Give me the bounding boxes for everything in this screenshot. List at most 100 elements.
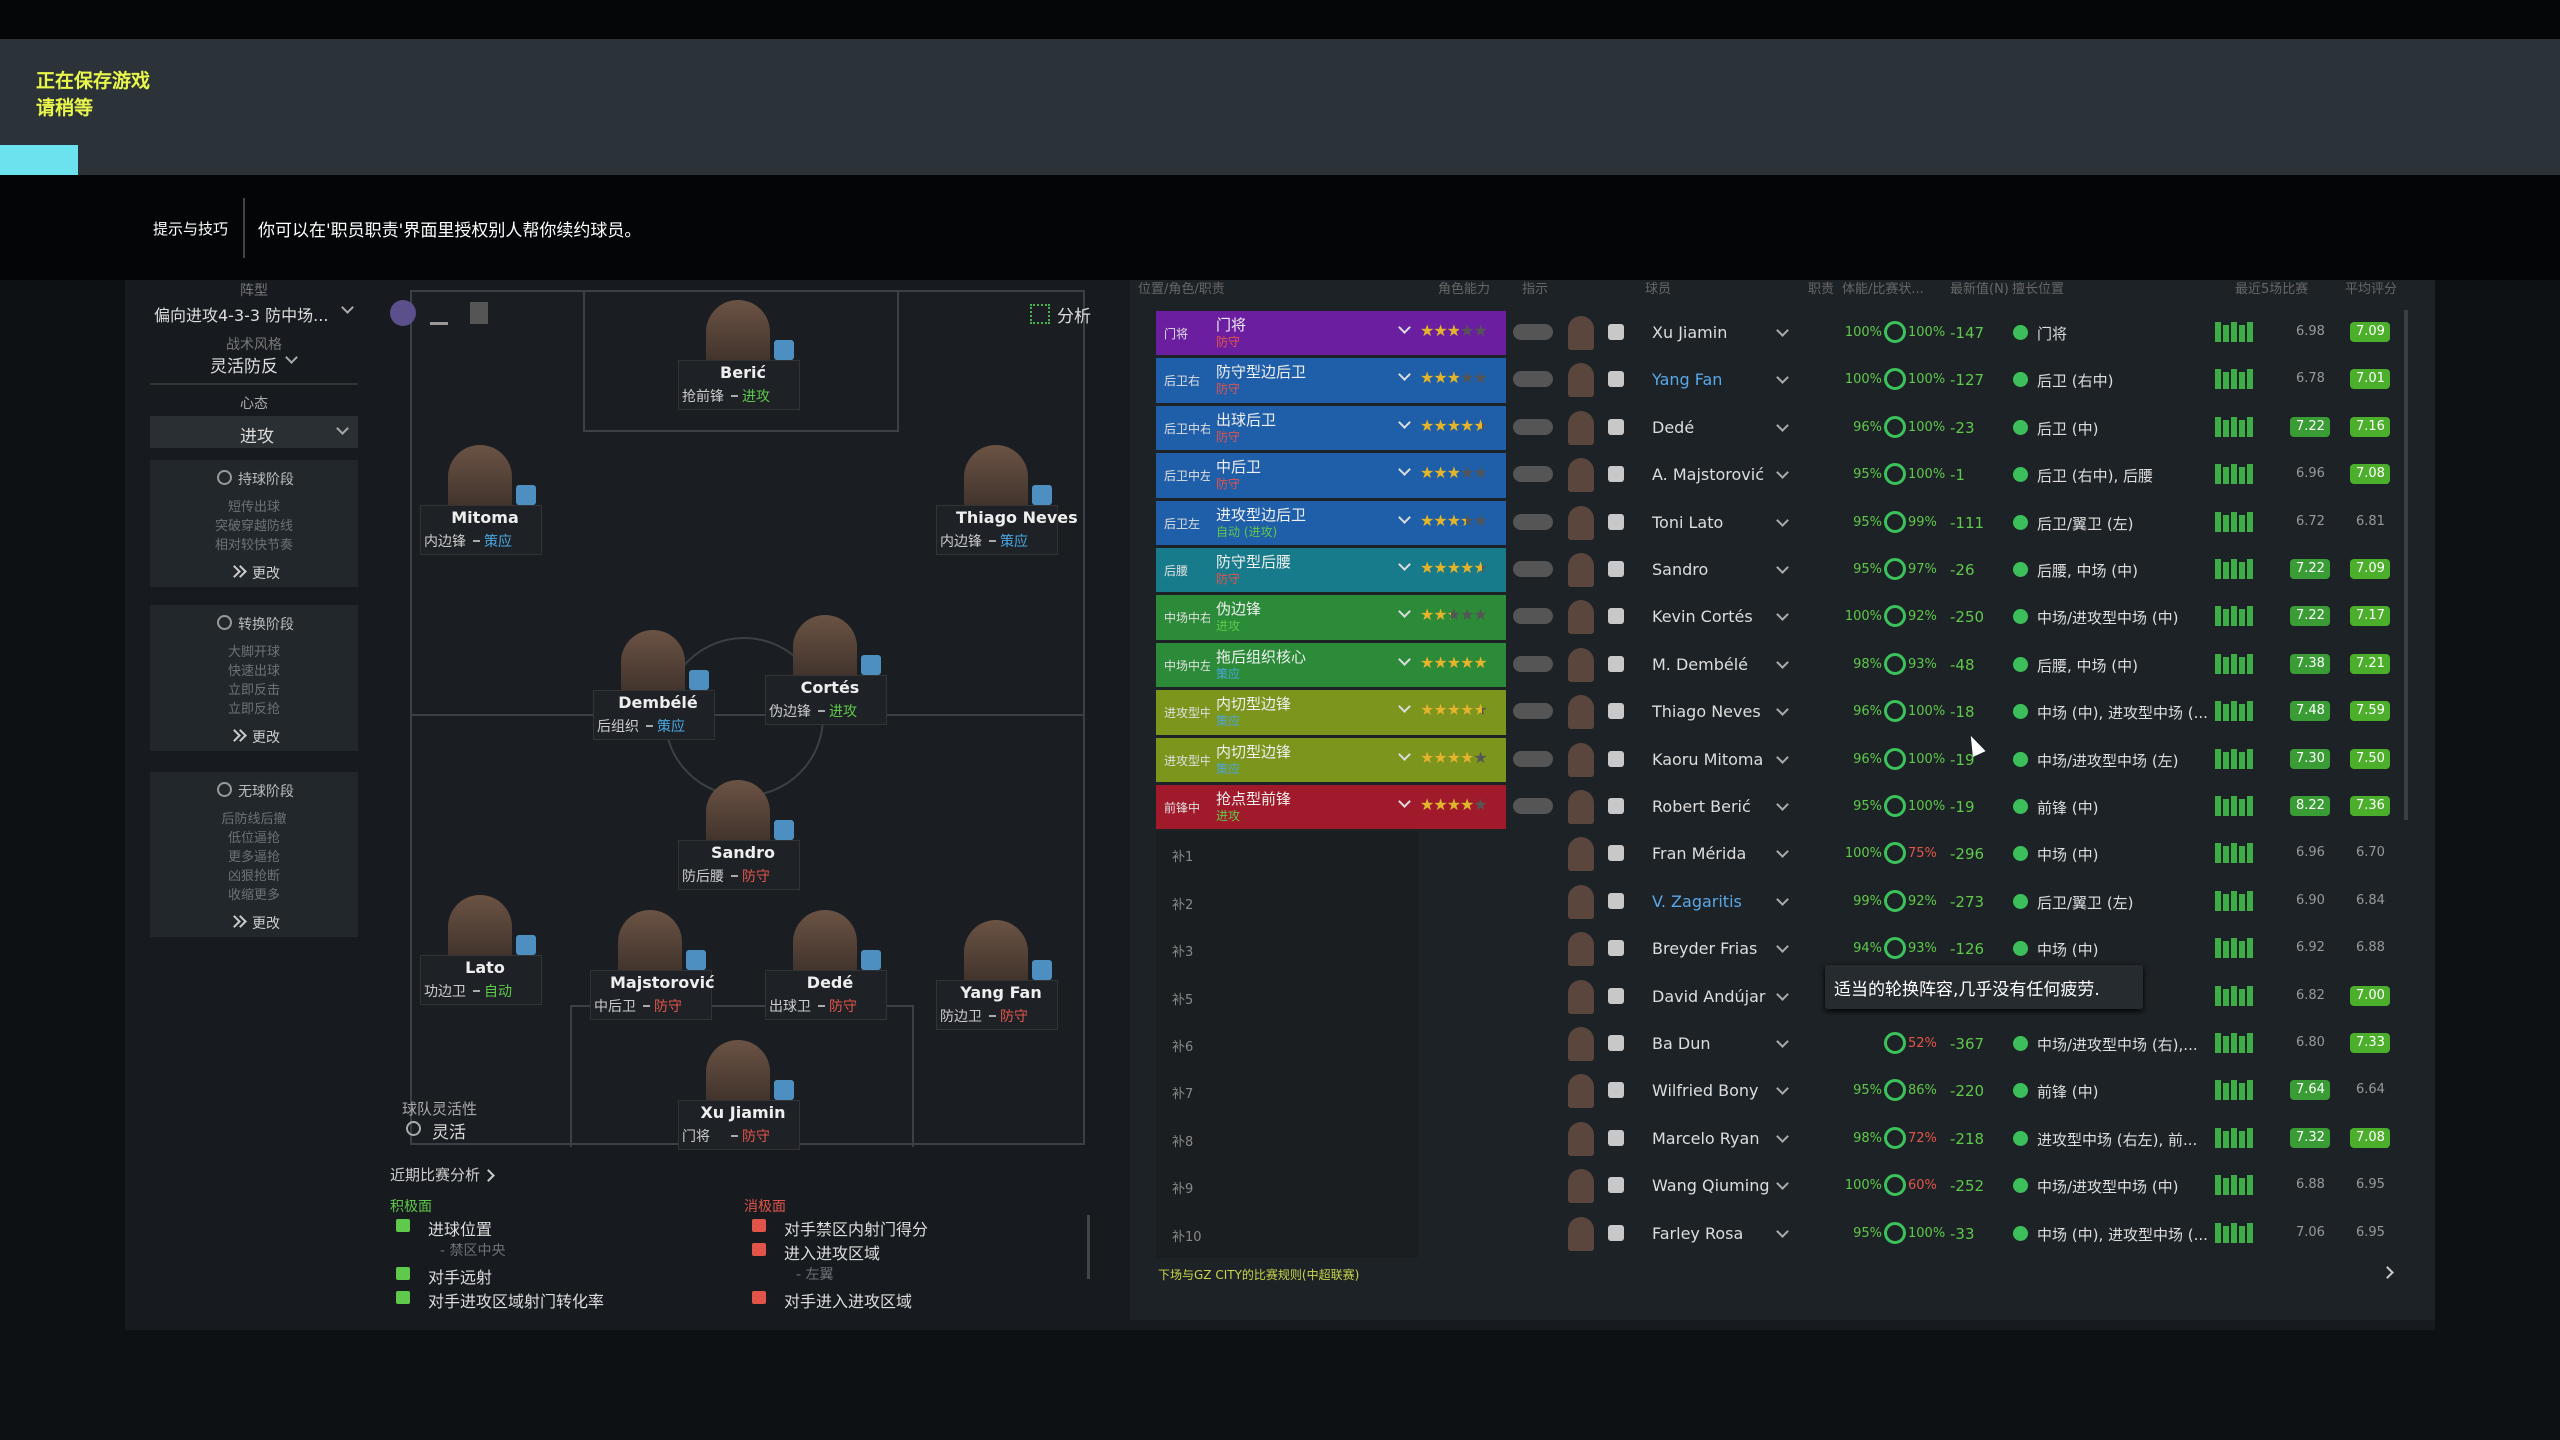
position-label: 补10 xyxy=(1172,1229,1202,1245)
player-name: Fran Mérida xyxy=(1652,844,1747,864)
tip-label: 提示与技巧 xyxy=(153,220,229,238)
position-icon xyxy=(2013,372,2028,388)
form-bar xyxy=(2231,322,2237,342)
condition: 100% xyxy=(1844,846,1882,862)
shirt xyxy=(1608,750,1624,767)
player-name: Breyder Frias xyxy=(1652,939,1758,959)
rating: 6.72 xyxy=(2296,513,2325,529)
shirt xyxy=(1608,371,1624,388)
player-face xyxy=(1568,742,1594,777)
sharpness-ring xyxy=(1884,700,1906,723)
separator xyxy=(646,725,653,727)
tip-text: 你可以在'职员职责'界面里授权别人帮你续约球员。 xyxy=(258,221,642,241)
sharpness: 92% xyxy=(1908,609,1937,625)
sharpness: 60% xyxy=(1908,1178,1937,1194)
form-bar xyxy=(2215,890,2221,911)
change-button[interactable]: 更改 xyxy=(252,730,280,746)
role: 防守型边后卫 xyxy=(1216,363,1307,382)
rating: 8.22 xyxy=(2296,798,2325,813)
player-face xyxy=(1568,1121,1594,1156)
position-icon xyxy=(2013,325,2028,340)
footer-link: 下场与GZ CITY的比赛规则(中超联赛) xyxy=(1158,1268,1360,1282)
phase-icon xyxy=(217,470,232,485)
text: 积极面 xyxy=(390,1199,432,1215)
form-bar xyxy=(2231,1175,2237,1196)
phase-item: 相对较快节奏 xyxy=(214,538,293,553)
sharpness-ring xyxy=(1884,747,1906,770)
form-bar xyxy=(2239,704,2245,722)
player-name: Xu Jiamin xyxy=(1652,323,1728,342)
role-box xyxy=(1156,453,1506,498)
form-bar xyxy=(2223,325,2229,342)
phase-item: 低位逼抢 xyxy=(227,831,280,846)
position-icon xyxy=(2013,467,2028,483)
player-duty: 策应 xyxy=(657,719,685,735)
stars-filled: ★★★★★ xyxy=(1420,605,1451,625)
player-name: Marcelo Ryan xyxy=(1652,1128,1760,1148)
icon xyxy=(752,1219,766,1232)
sharpness-ring xyxy=(1884,842,1906,865)
sharpness: 92% xyxy=(1908,893,1937,909)
change-button[interactable]: 更改 xyxy=(252,566,280,582)
player-badge xyxy=(689,670,709,690)
value: -111 xyxy=(1950,513,1985,532)
form-bar xyxy=(2223,1130,2229,1148)
natural-position: 中场 (中), 进攻型中场 (... xyxy=(2037,704,2208,723)
separator xyxy=(989,1015,996,1017)
analysis-button[interactable]: 分析 xyxy=(1057,307,1091,327)
rating: 6.80 xyxy=(2296,1035,2325,1050)
phase-title: 无球阶段 xyxy=(238,784,294,800)
stars-filled: ★★★★★ xyxy=(1420,795,1474,814)
change-button[interactable]: 更改 xyxy=(252,916,280,932)
form-bar xyxy=(2247,1080,2253,1101)
form-bar xyxy=(2231,701,2237,722)
shirt xyxy=(1608,513,1624,530)
form-bar xyxy=(2239,514,2245,532)
average-rating: 7.16 xyxy=(2356,418,2385,434)
player-face xyxy=(1568,884,1594,919)
player-face xyxy=(1568,600,1594,635)
shirt xyxy=(1608,561,1624,577)
player-duty: 防守 xyxy=(1000,1009,1028,1025)
position-label: 前锋中 xyxy=(1164,801,1201,815)
shirt xyxy=(1608,608,1624,625)
player-duty: 防守 xyxy=(742,1129,770,1145)
condition: 99% xyxy=(1853,893,1882,909)
icon xyxy=(396,1219,410,1232)
avg-box xyxy=(2350,701,2390,722)
avg-box xyxy=(2350,796,2390,816)
form-bar xyxy=(2231,369,2237,390)
sharpness-ring xyxy=(1884,368,1906,391)
column-header: 擅长位置 xyxy=(2012,282,2065,297)
role-box xyxy=(1156,595,1506,640)
form-bar xyxy=(2247,985,2253,1006)
progress-bar xyxy=(0,145,78,175)
instruction-icon xyxy=(1513,561,1553,577)
rating-box xyxy=(2290,606,2330,627)
sharpness-ring xyxy=(1884,463,1906,486)
position-label: 进攻型中... xyxy=(1164,706,1210,721)
sharpness: 99% xyxy=(1908,514,1937,530)
form-bar xyxy=(2239,1225,2245,1243)
text: 战术风格 xyxy=(226,337,282,353)
shirt xyxy=(1608,940,1624,957)
phase-item: 收缩更多 xyxy=(227,888,280,903)
phase-title: 转换阶段 xyxy=(238,617,294,633)
condition: 95% xyxy=(1853,467,1882,483)
player-badge xyxy=(774,1080,794,1100)
form-bar xyxy=(2247,464,2253,485)
form-bar xyxy=(2239,751,2245,769)
player-badge xyxy=(861,655,881,675)
natural-position: 前锋 (中) xyxy=(2037,799,2099,817)
form-bar xyxy=(2215,416,2221,437)
player-name: Ba Dun xyxy=(1652,1034,1711,1053)
column-header: 最新值(N) xyxy=(1950,282,2009,297)
duty: 防守 xyxy=(1216,429,1241,444)
position-icon xyxy=(2013,514,2028,530)
stars-filled: ★★★★★ xyxy=(1420,510,1466,530)
separator xyxy=(643,1005,650,1007)
sharpness: 100% xyxy=(1908,325,1946,340)
form-bar xyxy=(2223,751,2229,769)
form-bar xyxy=(2247,843,2253,864)
player-name: Yang Fan xyxy=(960,983,1042,1002)
